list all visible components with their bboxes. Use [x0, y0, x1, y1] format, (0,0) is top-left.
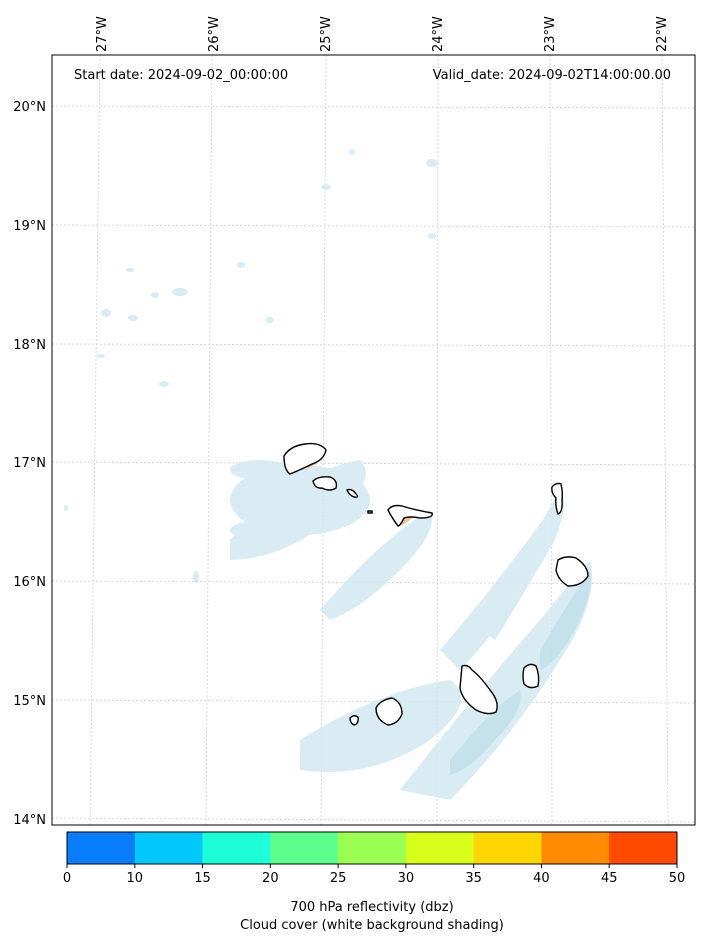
colorbar-segment — [338, 832, 407, 864]
colorbar-tick-label: 35 — [465, 871, 482, 886]
colorbar-tick-label: 20 — [262, 871, 279, 886]
map-background — [52, 55, 695, 825]
lon-label: 25°W — [319, 16, 334, 52]
lat-label: 20°N — [13, 100, 46, 115]
colorbar-segment — [405, 832, 475, 864]
island-boa-vista — [555, 556, 589, 587]
colorbar-tick-label: 10 — [127, 871, 144, 886]
colorbar-sublabel: Cloud cover (white background shading) — [240, 918, 504, 933]
colorbar-segment — [473, 832, 542, 864]
lon-label: 27°W — [95, 16, 110, 52]
lon-label: 26°W — [207, 16, 222, 52]
island-sao-nicolau — [387, 504, 433, 527]
longitude-labels: 27°W 26°W 25°W 24°W 23°W 22°W — [95, 16, 670, 52]
colorbar-segment — [134, 832, 204, 864]
lon-label: 23°W — [543, 16, 558, 52]
colorbar-tick-label: 40 — [533, 871, 550, 886]
island-sal — [551, 482, 564, 515]
colorbar-segments — [67, 832, 678, 864]
colorbar-tick-label: 0 — [63, 871, 71, 886]
lat-label: 18°N — [13, 338, 46, 353]
valid-date-label: Valid_date: 2024-09-02T14:00:00.00 — [433, 68, 671, 83]
colorbar-label: 700 hPa reflectivity (dbz) — [290, 900, 453, 915]
colorbar-tick-label: 50 — [669, 871, 686, 886]
colorbar-tick-label: 15 — [194, 871, 211, 886]
lon-label: 22°W — [655, 16, 670, 52]
island-brava — [349, 715, 359, 726]
colorbar-segment — [609, 832, 678, 864]
island-fogo — [375, 697, 403, 726]
latitude-labels: 20°N 19°N 18°N 17°N 16°N 15°N 14°N — [13, 100, 46, 828]
lat-label: 16°N — [13, 575, 46, 590]
lat-label: 14°N — [13, 813, 46, 828]
colorbar-segment — [541, 832, 610, 864]
graticule — [51, 54, 696, 826]
island-santo-antao — [283, 442, 327, 475]
colorbar-segment — [67, 832, 136, 864]
map-panel — [51, 54, 696, 826]
colorbar: 0 10 15 20 25 30 35 40 45 50 700 hPa reflectivity… — [63, 831, 685, 933]
island-maio — [522, 663, 540, 689]
island-santiago — [459, 664, 498, 715]
island-sao-vicente — [312, 476, 338, 491]
start-date-label: Start date: 2024-09-02_00:00:00 — [74, 68, 288, 83]
map-frame — [51, 54, 696, 826]
colorbar-tick-label: 30 — [398, 871, 415, 886]
colorbar-segment — [202, 832, 271, 864]
island-branco — [367, 510, 373, 514]
colorbar-segment — [270, 832, 339, 864]
colorbar-frame — [66, 831, 678, 865]
lat-label: 19°N — [13, 219, 46, 234]
island-santa-luzia — [346, 488, 359, 498]
colorbar-ticks: 0 10 15 20 25 30 35 40 45 50 — [63, 864, 685, 886]
colorbar-tick-label: 25 — [330, 871, 347, 886]
lat-label: 17°N — [13, 456, 46, 471]
colorbar-tick-label: 45 — [601, 871, 618, 886]
lon-label: 24°W — [431, 16, 446, 52]
island-outlines — [283, 442, 589, 726]
lat-label: 15°N — [13, 694, 46, 709]
